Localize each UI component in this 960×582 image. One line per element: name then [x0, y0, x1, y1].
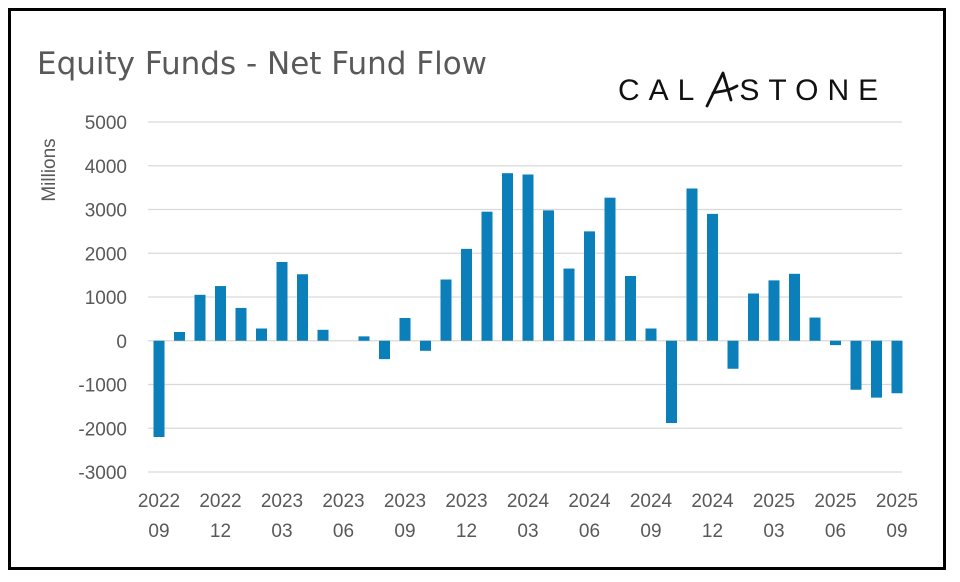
y-tick-label: 3000	[85, 201, 127, 222]
bar	[645, 328, 657, 341]
x-tick-label-month: 03	[517, 521, 538, 542]
x-tick-label-year: 2023	[384, 491, 426, 512]
x-tick-label-month: 03	[763, 521, 784, 542]
x-tick-label-year: 2023	[261, 491, 303, 512]
bar	[686, 188, 698, 341]
bar	[666, 340, 677, 423]
brand-logo: CAL STONE	[618, 70, 887, 108]
bar	[727, 340, 739, 369]
x-tick-label-year: 2022	[138, 491, 180, 512]
bar	[604, 197, 616, 341]
bar	[809, 317, 821, 341]
x-tick-label-month: 06	[825, 521, 846, 542]
x-tick-label-month: 06	[579, 521, 600, 542]
bar	[830, 340, 841, 346]
x-tick-label-month: 12	[210, 521, 231, 542]
bar	[768, 280, 780, 341]
bar	[502, 173, 513, 341]
bar	[707, 213, 718, 341]
y-tick-label: -3000	[78, 463, 127, 484]
bar	[789, 273, 800, 341]
x-tick-label-month: 12	[702, 521, 723, 542]
x-tick-label-year: 2024	[568, 491, 611, 512]
y-tick-label: -1000	[78, 376, 127, 397]
x-tick-label-year: 2024	[691, 491, 734, 512]
x-tick-label-year: 2025	[876, 491, 918, 512]
x-tick-label-year: 2023	[445, 491, 487, 512]
y-axis-label: Millions	[39, 138, 60, 201]
bar	[174, 332, 185, 341]
bar	[420, 340, 431, 351]
bar	[481, 211, 493, 341]
x-tick-label-month: 06	[333, 521, 354, 542]
bar	[440, 279, 452, 341]
x-tick-label-month: 12	[456, 521, 477, 542]
x-tick-label-year: 2025	[814, 491, 856, 512]
x-tick-label-month: 03	[271, 521, 292, 542]
bar	[358, 336, 370, 341]
bar	[461, 248, 472, 341]
bar	[379, 340, 390, 360]
y-tick-label: 4000	[85, 157, 127, 178]
bar	[317, 329, 329, 341]
y-tick-label: 1000	[85, 288, 127, 309]
bar	[235, 307, 247, 341]
x-tick-label-month: 09	[886, 521, 907, 542]
x-tick-label-month: 09	[394, 521, 415, 542]
bar	[871, 340, 882, 398]
bar	[563, 268, 575, 341]
bar	[850, 340, 862, 390]
x-tick-label-year: 2024	[507, 491, 550, 512]
bar	[297, 274, 308, 341]
chart-title: Equity Funds - Net Fund Flow	[37, 46, 488, 82]
bar	[399, 318, 411, 341]
bar	[256, 328, 267, 341]
x-tick-label-year: 2023	[322, 491, 364, 512]
y-tick-label: 2000	[85, 244, 127, 265]
y-tick-label: 0	[116, 332, 127, 353]
x-tick-label-month: 09	[640, 521, 661, 542]
bar	[748, 293, 759, 341]
bar	[215, 286, 226, 341]
bar	[194, 294, 206, 341]
x-tick-label-year: 2024	[630, 491, 673, 512]
bar	[522, 174, 534, 341]
bar	[543, 210, 554, 341]
bar	[276, 262, 288, 341]
bar	[891, 340, 903, 394]
brand-logo-right: STONE	[739, 74, 888, 107]
x-tick-label-month: 09	[148, 521, 169, 542]
y-tick-label: 5000	[85, 113, 127, 134]
y-tick-label: -2000	[78, 419, 127, 440]
bar	[584, 231, 595, 341]
bar	[153, 340, 165, 437]
brand-logo-a-mark	[705, 71, 739, 108]
x-tick-label-year: 2025	[753, 491, 795, 512]
bar	[625, 276, 636, 341]
x-tick-label-year: 2022	[199, 491, 241, 512]
brand-logo-left: CAL	[618, 74, 704, 107]
